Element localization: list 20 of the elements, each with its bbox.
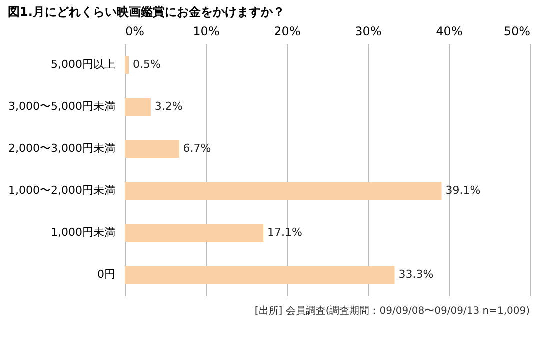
- chart-title: 図1.月にどれくらい映画鑑賞にお金をかけますか？: [8, 5, 285, 19]
- data-label: 33.3%: [398, 268, 434, 281]
- y-tick-label: 2,000〜3,000円未満: [8, 142, 116, 155]
- x-tick-label: 50%: [504, 24, 530, 38]
- x-tick-label: 10%: [193, 24, 220, 38]
- data-label: 3.2%: [154, 100, 183, 113]
- data-label: 0.5%: [133, 58, 162, 71]
- x-tick-label: 30%: [355, 24, 382, 38]
- x-tick-label: 0%: [126, 24, 145, 38]
- x-tick-label: 20%: [274, 24, 301, 38]
- y-tick-label: 5,000円以上: [51, 58, 116, 71]
- y-tick-label: 1,000円未満: [51, 226, 116, 239]
- data-label: 39.1%: [446, 184, 481, 197]
- data-label: 6.7%: [183, 142, 212, 155]
- data-label: 17.1%: [268, 226, 302, 239]
- y-tick-label: 3,000〜5,000円未満: [8, 100, 116, 113]
- y-tick-label: 0円: [98, 268, 116, 281]
- text: [出所] 会員調査(調査期間：09/09/08〜09/09/13 n=1,009): [254, 305, 530, 317]
- x-tick-label: 40%: [436, 24, 463, 38]
- y-tick-label: 1,000〜2,000円未満: [8, 184, 116, 197]
